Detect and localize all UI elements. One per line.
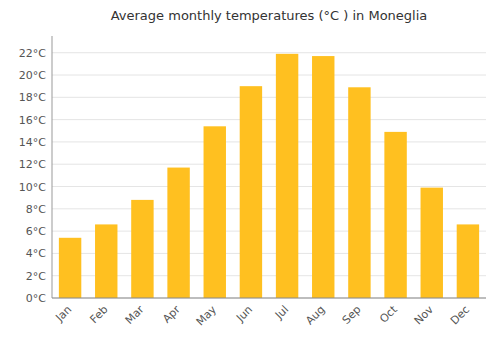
y-tick-label: 20°C [19,69,46,82]
y-axis-line [52,36,53,298]
grid-line [52,141,486,142]
y-axis: 0°C 2°C 4°C 6°C 8°C 10°C 12°C 14°C 16°C 18°C 20°C 2… [19,47,486,305]
y-tick-label: 10°C [19,181,46,194]
x-tick-label: Aug [303,303,327,327]
chart: Average monthly temperatures (°C ) in Mo… [0,0,500,350]
bar [240,86,262,298]
bar [167,168,189,298]
x-tick-label: Apr [160,303,183,326]
x-tick-label: Oct [377,303,400,326]
x-tick-label: Feb [88,303,111,326]
chart-container: Average monthly temperatures (°C ) in Mo… [0,0,500,350]
grid-line [52,75,486,76]
y-tick-label: 12°C [19,158,46,171]
y-tick-label: 14°C [19,136,46,149]
grid-line [52,97,486,98]
x-axis-line [52,298,486,299]
x-tick-label: Dec [448,303,472,327]
grid-line [52,119,486,120]
title: Average monthly temperatures (°C ) in Mo… [111,8,428,23]
y-tick-label: 22°C [19,47,46,60]
bar [348,87,370,298]
bars [59,54,479,298]
x-tick-label: Jun [233,303,255,325]
bar [312,56,334,298]
y-tick-label: 18°C [19,91,46,104]
y-tick-label: 6°C [26,225,46,238]
grid-line [52,164,486,165]
grid-line [52,298,486,299]
grid-line [52,186,486,187]
x-tick-label: Sep [340,303,364,327]
bar [457,224,479,298]
x-tick-label: Jul [272,303,291,322]
bar [204,126,226,298]
y-tick-label: 0°C [26,292,46,305]
y-tick-label: 4°C [26,247,46,260]
x-tick-label: Nov [412,303,437,328]
x-tick-label: Jan [52,303,74,325]
bar [384,132,406,298]
y-tick-label: 8°C [26,203,46,216]
y-tick-label: 2°C [26,270,46,283]
grid-line [52,52,486,53]
bar [59,238,81,298]
x-tick-label: May [194,303,220,329]
y-tick-label: 16°C [19,114,46,127]
x-tick-label: Mar [123,303,147,327]
bar [131,200,153,298]
x-axis: Jan Feb Mar Apr May Jun Jul Aug Sep Oct Nov Dec [52,303,472,329]
bar [95,224,117,298]
bar [276,54,298,298]
bar [421,188,443,298]
